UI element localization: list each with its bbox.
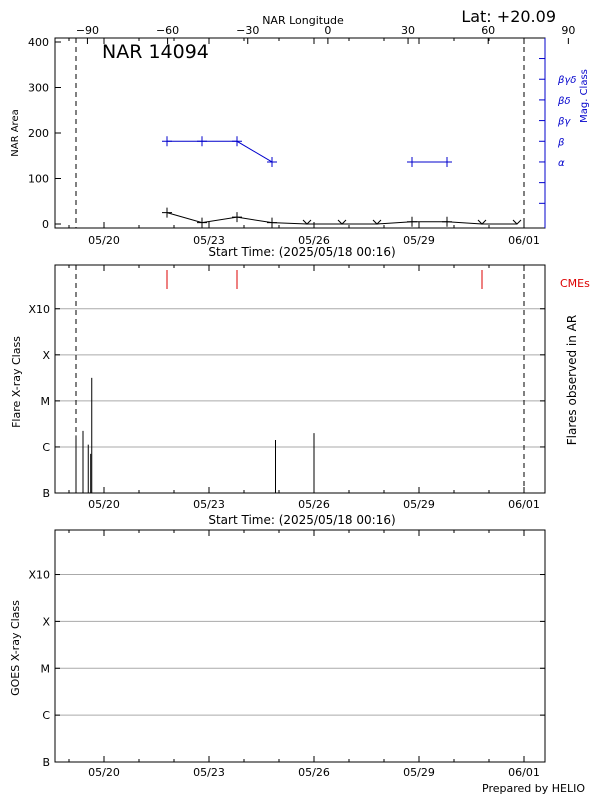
x-tick-label: 05/29 bbox=[403, 498, 435, 511]
flares-observed-label: Flares observed in AR bbox=[565, 315, 579, 445]
top-tick-label: 0 bbox=[324, 24, 331, 37]
flare-panel: B C M X X10 05/20 05/23 05/26 05/29 06/01 Start T… bbox=[10, 264, 590, 527]
top-axis-label: NAR Longitude bbox=[262, 14, 344, 27]
top-tick-label: −60 bbox=[156, 24, 179, 37]
y-tick-label: 200 bbox=[28, 127, 49, 140]
y-tick-label: M bbox=[41, 395, 51, 408]
mag-class-label: βγδ bbox=[557, 75, 576, 86]
mag-class-point bbox=[162, 136, 172, 147]
area-point bbox=[162, 207, 172, 218]
area-point bbox=[267, 217, 277, 228]
area-point bbox=[372, 219, 382, 225]
x-tick-label: 05/23 bbox=[193, 766, 225, 779]
x-tick-label: 06/01 bbox=[508, 766, 540, 779]
y-tick-label: 100 bbox=[28, 173, 49, 186]
region-title: NAR 14094 bbox=[102, 41, 209, 63]
area-point bbox=[477, 219, 487, 225]
y-tick-label: 0 bbox=[42, 218, 49, 231]
goes-plot-frame bbox=[54, 529, 546, 763]
flare-grid bbox=[55, 308, 545, 448]
y-tick-label: B bbox=[42, 756, 50, 769]
y-tick-label: 400 bbox=[28, 36, 49, 49]
x-tick-label: 05/26 bbox=[298, 766, 330, 779]
mag-class-label: β bbox=[557, 137, 565, 148]
area-marks bbox=[75, 38, 525, 228]
x-tick-label: 05/29 bbox=[403, 234, 435, 247]
y-tick-label: X10 bbox=[28, 303, 50, 316]
mag-class-point bbox=[197, 136, 207, 147]
top-tick-label: 90 bbox=[561, 24, 575, 37]
area-point bbox=[337, 219, 347, 225]
x-tick-label: 05/20 bbox=[88, 498, 120, 511]
x-tick-label: 05/23 bbox=[193, 234, 225, 247]
mag-class-line bbox=[167, 140, 273, 163]
area-series-line bbox=[166, 212, 517, 225]
flare-axis-ticks: B C M X X10 05/20 05/23 05/26 05/29 06/01 bbox=[28, 265, 545, 511]
top-tick-label: 30 bbox=[401, 24, 415, 37]
flare-plot-frame bbox=[54, 264, 546, 494]
area-x-label: Start Time: (2025/05/18 00:16) bbox=[208, 245, 395, 259]
mag-class-label: βδ bbox=[557, 96, 571, 107]
area-point bbox=[197, 217, 207, 228]
cme-legend-label: CMEs bbox=[560, 277, 590, 290]
y-tick-label: C bbox=[42, 709, 50, 722]
goes-y-label: GOES X-ray Class bbox=[9, 600, 22, 696]
flare-x-label: Start Time: (2025/05/18 00:16) bbox=[208, 513, 395, 527]
area-point bbox=[442, 216, 452, 227]
mag-class-label: βγ bbox=[557, 117, 571, 128]
area-point bbox=[302, 219, 312, 225]
top-tick-label: −90 bbox=[76, 24, 99, 37]
top-tick-label: 60 bbox=[481, 24, 495, 37]
goes-grid bbox=[55, 574, 545, 716]
x-tick-label: 06/01 bbox=[508, 234, 540, 247]
latitude-label: Lat: +20.09 bbox=[461, 7, 556, 26]
mag-class-point bbox=[442, 156, 452, 167]
x-tick-label: 05/20 bbox=[88, 234, 120, 247]
y-tick-label: X10 bbox=[28, 569, 50, 582]
flare-marks bbox=[75, 265, 525, 493]
x-tick-label: 05/29 bbox=[403, 766, 435, 779]
goes-panel: B C M X X10 05/20 05/23 05/26 05/29 06/01 GOES X-… bbox=[9, 529, 546, 779]
y-tick-label: X bbox=[42, 615, 50, 628]
mag-class-point bbox=[232, 136, 242, 147]
x-tick-label: 05/26 bbox=[298, 498, 330, 511]
x-tick-label: 05/23 bbox=[193, 498, 225, 511]
area-point bbox=[232, 212, 242, 223]
area-point bbox=[407, 216, 417, 227]
x-tick-label: 06/01 bbox=[508, 498, 540, 511]
area-point bbox=[512, 219, 522, 225]
area-plot-frame bbox=[54, 37, 546, 229]
footer-credit: Prepared by HELIO bbox=[482, 782, 585, 795]
y-tick-label: X bbox=[42, 349, 50, 362]
area-y-label: NAR Area bbox=[10, 109, 21, 156]
y-tick-label: 300 bbox=[28, 82, 49, 95]
y-tick-label: M bbox=[41, 662, 51, 675]
flare-y-label: Flare X-ray Class bbox=[10, 336, 23, 428]
y-tick-label: B bbox=[42, 487, 50, 500]
mag-class-point bbox=[407, 156, 417, 167]
x-tick-label: 05/20 bbox=[88, 766, 120, 779]
mag-class-label: α bbox=[558, 158, 565, 169]
y-tick-label: C bbox=[42, 441, 50, 454]
mag-class-axis-label: Mag. Class bbox=[579, 69, 590, 123]
mag-class-point bbox=[267, 156, 277, 167]
goes-axis-ticks: B C M X X10 05/20 05/23 05/26 05/29 06/01 bbox=[28, 530, 545, 779]
top-tick-label: −30 bbox=[236, 24, 259, 37]
x-tick-label: 05/26 bbox=[298, 234, 330, 247]
